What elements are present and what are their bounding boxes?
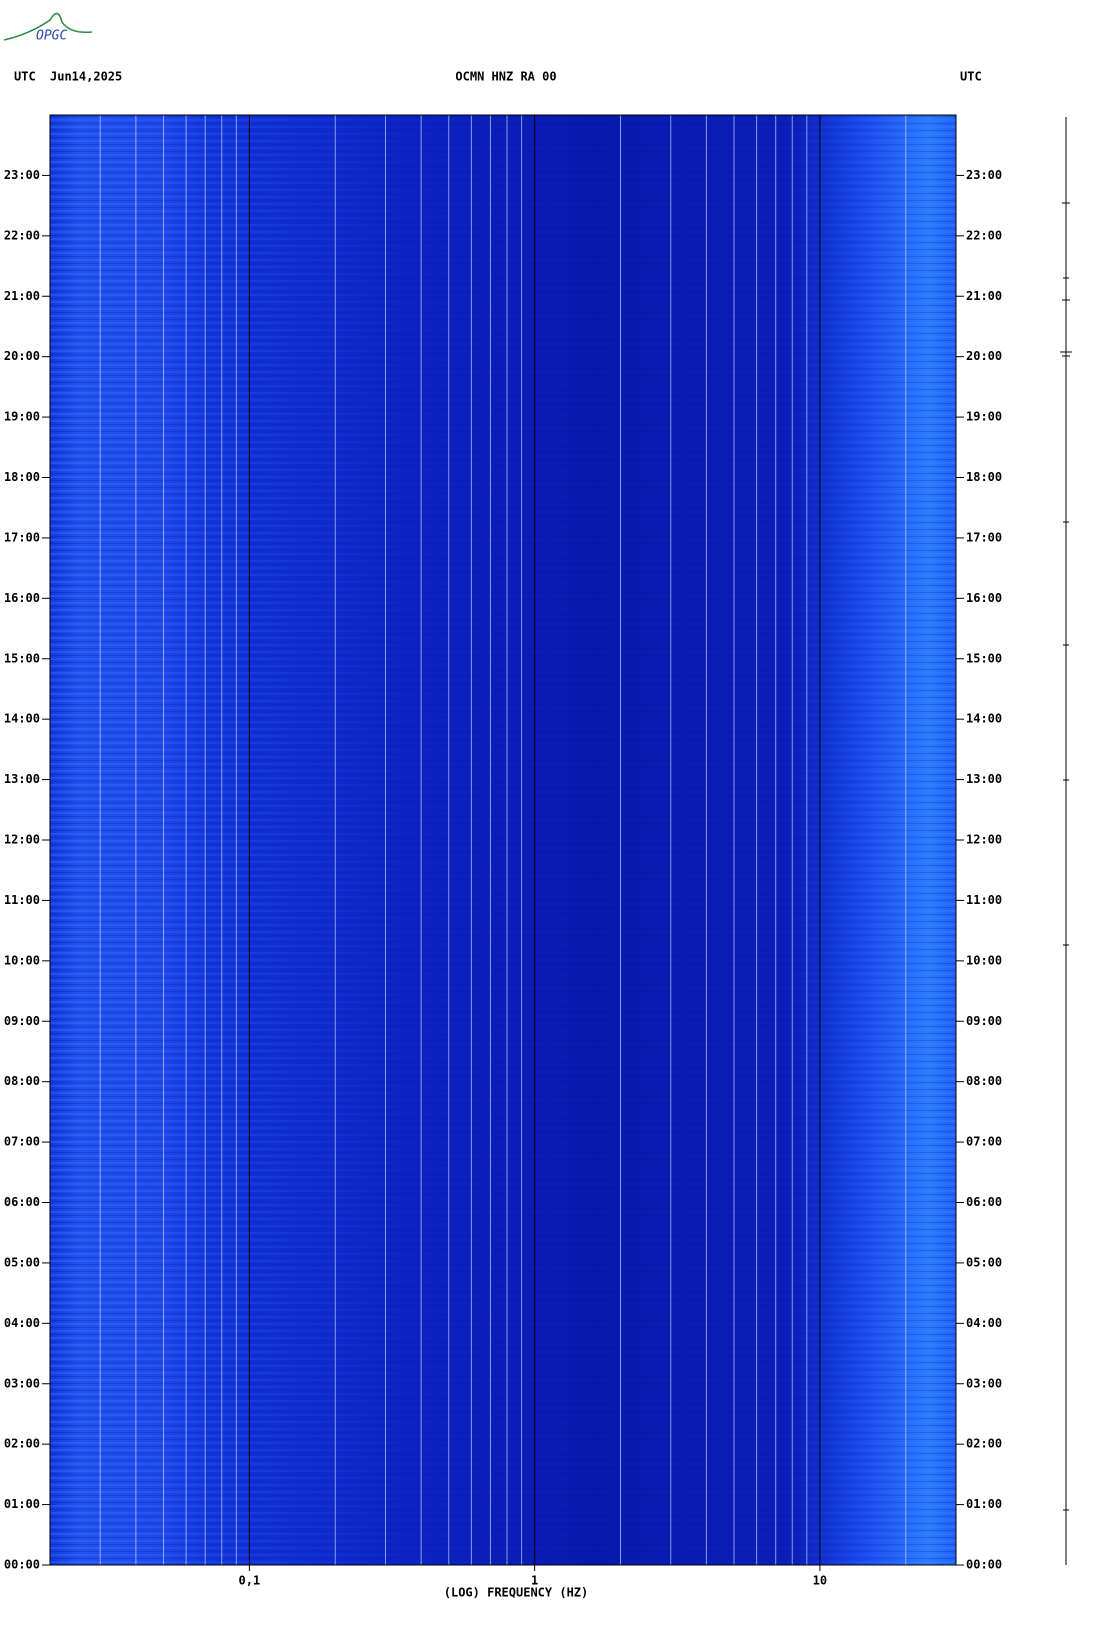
- plot-frame: [49, 114, 957, 1566]
- y-tick-label-left: 19:00: [4, 410, 40, 424]
- y-tick-label-right: 02:00: [966, 1437, 1002, 1451]
- y-tick-label-left: 13:00: [4, 772, 40, 786]
- y-tick-label-left: 03:00: [4, 1376, 40, 1390]
- y-tick-label-left: 05:00: [4, 1255, 40, 1269]
- y-tick-label-left: 12:00: [4, 833, 40, 847]
- y-tick-label-right: 15:00: [966, 651, 1002, 665]
- y-tick-label-left: 16:00: [4, 591, 40, 605]
- x-tick-label: 10: [813, 1574, 827, 1588]
- y-tick-label-right: 21:00: [966, 289, 1002, 303]
- chart-title: OCMN HNZ RA 00: [455, 70, 556, 84]
- y-tick-label-left: 17:00: [4, 530, 40, 544]
- y-tick-label-left: 22:00: [4, 228, 40, 242]
- y-tick-label-right: 20:00: [966, 349, 1002, 363]
- y-tick-label-right: 18:00: [966, 470, 1002, 484]
- y-tick-label-left: 21:00: [4, 289, 40, 303]
- y-tick-label-right: 13:00: [966, 772, 1002, 786]
- y-tick-label-right: 01:00: [966, 1497, 1002, 1511]
- y-tick-label-right: 00:00: [966, 1558, 1002, 1572]
- y-tick-label-right: 08:00: [966, 1074, 1002, 1088]
- seismogram-trace: [1060, 117, 1072, 1565]
- y-tick-label-left: 09:00: [4, 1014, 40, 1028]
- y-tick-label-left: 20:00: [4, 349, 40, 363]
- y-label-right: UTC: [960, 70, 982, 84]
- y-tick-label-left: 10:00: [4, 953, 40, 967]
- y-tick-label-left: 15:00: [4, 651, 40, 665]
- y-tick-label-left: 00:00: [4, 1558, 40, 1572]
- y-tick-label-right: 22:00: [966, 228, 1002, 242]
- y-tick-label-right: 12:00: [966, 833, 1002, 847]
- y-tick-label-right: 03:00: [966, 1376, 1002, 1390]
- y-tick-label-right: 05:00: [966, 1255, 1002, 1269]
- date: Jun14,2025: [50, 70, 122, 84]
- y-tick-label-left: 14:00: [4, 712, 40, 726]
- y-tick-label-right: 06:00: [966, 1195, 1002, 1209]
- y-tick-label-left: 06:00: [4, 1195, 40, 1209]
- spectrogram-texture: [50, 115, 956, 1565]
- y-tick-label-right: 07:00: [966, 1135, 1002, 1149]
- y-tick-label-left: 04:00: [4, 1316, 40, 1330]
- y-tick-label-right: 04:00: [966, 1316, 1002, 1330]
- x-tick-label: 0,1: [239, 1574, 261, 1588]
- y-tick-label-left: 02:00: [4, 1437, 40, 1451]
- y-label-left: UTC: [14, 70, 36, 84]
- y-tick-label-left: 23:00: [4, 168, 40, 182]
- y-tick-label-right: 14:00: [966, 712, 1002, 726]
- y-tick-label-left: 08:00: [4, 1074, 40, 1088]
- y-tick-label-right: 17:00: [966, 530, 1002, 544]
- y-tick-label-right: 16:00: [966, 591, 1002, 605]
- y-tick-label-left: 18:00: [4, 470, 40, 484]
- x-tick-label: 1: [531, 1574, 538, 1588]
- y-tick-label-left: 07:00: [4, 1135, 40, 1149]
- y-tick-label-right: 11:00: [966, 893, 1002, 907]
- y-tick-label-right: 19:00: [966, 410, 1002, 424]
- logo-text: OPGC: [36, 29, 67, 44]
- x-axis-label: (LOG) FREQUENCY (HZ): [444, 1586, 589, 1600]
- logo: OPGC: [3, 12, 93, 44]
- y-tick-label-left: 11:00: [4, 893, 40, 907]
- y-tick-label-right: 09:00: [966, 1014, 1002, 1028]
- y-tick-label-right: 23:00: [966, 168, 1002, 182]
- y-tick-label-right: 10:00: [966, 953, 1002, 967]
- y-tick-label-left: 01:00: [4, 1497, 40, 1511]
